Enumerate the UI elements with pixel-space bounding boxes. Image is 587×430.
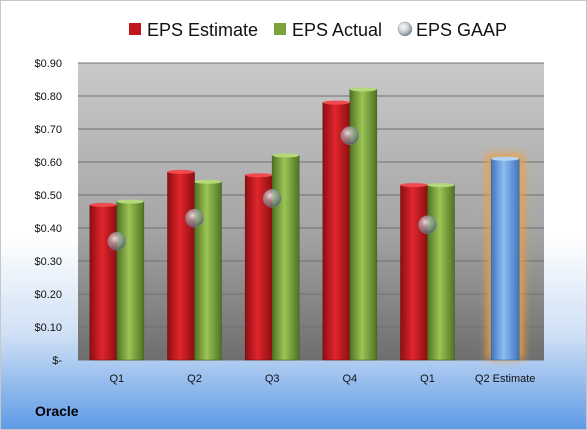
x-tick-label: Q1	[420, 373, 435, 385]
bar-top-cap	[245, 173, 273, 178]
bar-eps-estimate	[89, 204, 118, 361]
legend-swatch-eps-estimate	[129, 23, 141, 35]
x-tick-label: Q2 Estimate	[475, 373, 536, 385]
bar-eps-actual	[427, 184, 455, 361]
bar-q2-estimate	[490, 158, 520, 361]
legend: EPS Estimate EPS Actual EPS GAAP	[129, 20, 507, 40]
bar-top-cap	[349, 87, 377, 92]
bar-top-cap	[272, 153, 300, 158]
x-tick-label: Q1	[109, 373, 124, 385]
y-tick-label: $0.50	[34, 190, 62, 202]
legend-label-eps-estimate: EPS Estimate	[147, 20, 258, 40]
bar-top-cap	[194, 179, 222, 184]
gaap-marker	[340, 126, 360, 145]
legend-swatch-eps-actual	[274, 23, 286, 35]
bar-top-cap	[427, 183, 455, 188]
bar-eps-actual	[194, 181, 222, 361]
y-tick-label: $0.10	[34, 322, 62, 334]
gaap-marker	[262, 189, 282, 208]
bar-eps-estimate	[400, 184, 428, 361]
y-tick-label: $-	[52, 355, 62, 367]
legend-swatch-eps-gaap	[397, 21, 413, 37]
y-tick-label: $0.40	[34, 223, 62, 235]
bar-top-cap	[400, 183, 428, 188]
bar-top-cap	[116, 199, 144, 204]
x-tick-label: Q3	[265, 373, 280, 385]
bar-top-cap	[89, 202, 117, 207]
plot-area	[78, 63, 544, 360]
y-tick-label: $0.80	[34, 91, 62, 103]
gaap-markers	[107, 126, 437, 251]
y-axis: $- $0.10 $0.20 $0.30 $0.40 $0.50 $0.60 $0.70 $0.…	[34, 58, 62, 367]
bar-eps-actual	[271, 155, 300, 361]
x-tick-label: Q2	[187, 373, 202, 385]
y-tick-label: $0.60	[34, 157, 62, 169]
bar-top-cap	[322, 100, 350, 105]
y-tick-label: $0.30	[34, 256, 62, 268]
bar-eps-estimate	[322, 102, 351, 361]
legend-label-eps-actual: EPS Actual	[292, 20, 382, 40]
bar-top-cap	[167, 169, 195, 174]
bar-eps-estimate	[167, 171, 195, 361]
gaap-marker	[185, 208, 204, 228]
gaap-marker	[107, 231, 127, 251]
bar-top-cap	[491, 156, 520, 161]
gaap-marker	[418, 215, 437, 234]
company-name: Oracle	[35, 403, 79, 419]
legend-label-eps-gaap: EPS GAAP	[416, 20, 507, 40]
x-axis: Q1 Q2 Q3 Q4 Q1 Q2 Estimate	[109, 373, 535, 385]
y-tick-label: $0.20	[34, 289, 62, 301]
gridlines	[78, 62, 544, 361]
x-tick-label: Q4	[342, 373, 357, 385]
y-tick-label: $0.70	[34, 124, 62, 136]
bar-eps-actual	[116, 201, 145, 361]
bars	[89, 87, 525, 361]
y-tick-label: $0.90	[34, 58, 62, 70]
